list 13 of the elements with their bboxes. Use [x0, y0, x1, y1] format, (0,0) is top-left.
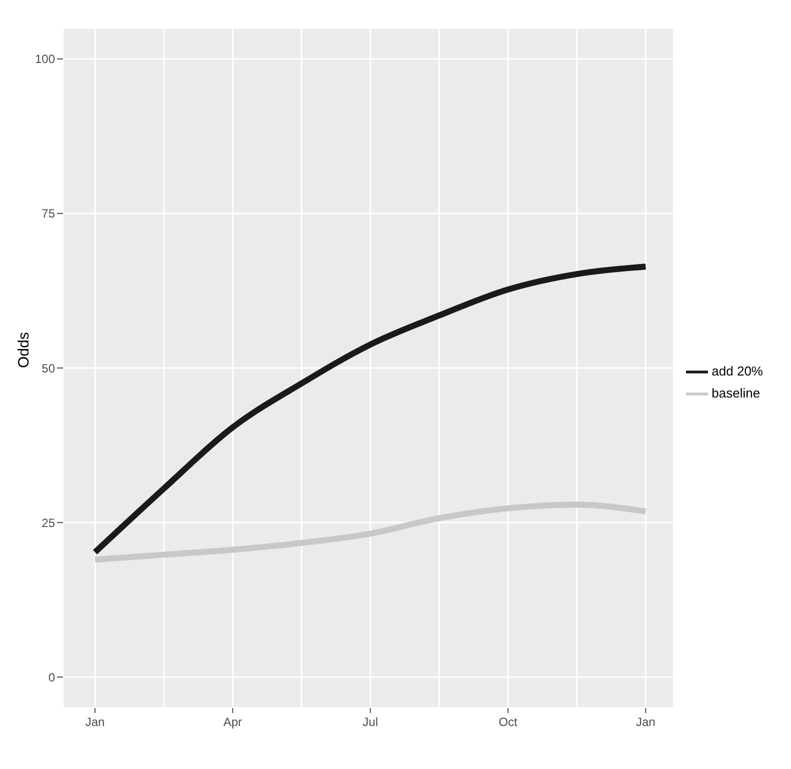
- x-tick-label: Oct: [498, 715, 518, 729]
- y-tick-label: 75: [42, 206, 56, 221]
- x-tick-label: Jul: [362, 715, 378, 729]
- x-tick-label: Apr: [223, 715, 242, 729]
- y-axis-title: Odds: [15, 332, 32, 368]
- legend-label: add 20%: [712, 363, 763, 378]
- x-tick-label: Jan: [85, 715, 105, 729]
- y-tick-label: 25: [42, 516, 56, 530]
- y-tick-label: 50: [42, 361, 56, 376]
- y-tick-label: 100: [34, 52, 56, 66]
- y-tick-label: 0: [48, 670, 56, 684]
- legend-label: baseline: [712, 385, 760, 400]
- x-tick-label: Jan: [636, 715, 656, 729]
